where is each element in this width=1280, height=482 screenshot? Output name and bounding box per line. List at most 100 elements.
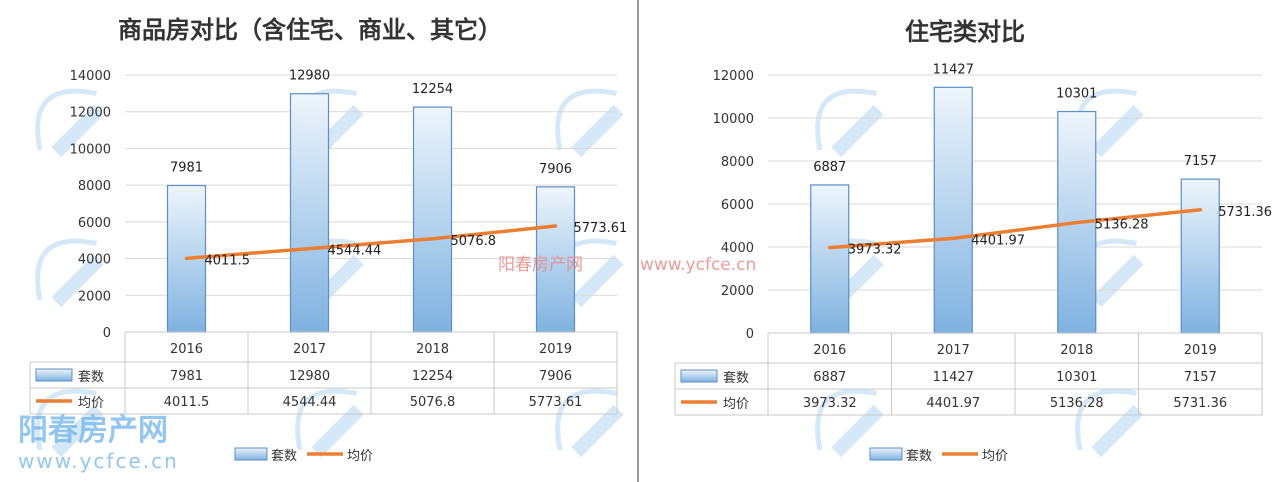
watermark-tile-icon	[35, 88, 104, 158]
watermark-roof-icon	[555, 88, 618, 151]
line-data-label: 4401.97	[971, 233, 1025, 248]
line-data-label: 5773.61	[574, 221, 628, 236]
bar-data-label: 12254	[412, 82, 453, 97]
watermark-bar-icon	[51, 104, 104, 158]
bar-data-label: 7981	[170, 160, 203, 175]
table-row-header-count: 套数	[78, 369, 104, 385]
legend: 套数 均价	[234, 447, 373, 464]
watermark-bar-icon	[51, 254, 104, 308]
bar	[412, 106, 453, 333]
watermark-roof-icon	[35, 88, 98, 151]
y-tick-label: 2000	[721, 284, 754, 299]
line-data-label: 5731.36	[1218, 205, 1272, 220]
y-tick-label: 14000	[70, 69, 111, 84]
table-legend-bar-icon	[35, 368, 73, 382]
watermark-bar-icon	[831, 104, 884, 158]
bar	[289, 93, 330, 333]
table-cell-count: 7157	[1184, 370, 1217, 385]
table-cell-price: 4544.44	[283, 395, 337, 410]
x-category-label: 2018	[416, 342, 449, 357]
x-category-label: 2017	[293, 342, 326, 357]
table-legend-bar-icon	[680, 369, 718, 383]
watermark-bar-icon	[571, 404, 624, 458]
y-tick-label: 0	[746, 327, 754, 342]
y-tick-label: 8000	[78, 179, 111, 194]
bar-data-label: 10301	[1056, 87, 1097, 102]
bar	[535, 186, 576, 333]
y-tick-label: 10000	[70, 142, 111, 157]
watermark-roof-icon	[815, 88, 878, 151]
line-data-label: 4544.44	[328, 244, 382, 259]
watermark-logo-url: www.ycfce.cn	[18, 449, 179, 473]
table-cell-count: 12254	[412, 369, 453, 384]
watermark-roof-icon	[1075, 388, 1138, 451]
watermark-tile-icon	[555, 388, 624, 458]
x-category-label: 2019	[539, 342, 572, 357]
watermark-bar-icon	[51, 404, 104, 458]
price-line	[828, 208, 1202, 250]
watermark-red-brand: 阳春房产网	[498, 255, 583, 275]
x-category-label: 2016	[170, 342, 203, 357]
watermark-bar-icon	[571, 254, 624, 308]
table-cell-price: 4401.97	[926, 396, 980, 411]
bar-data-label: 12980	[289, 69, 330, 84]
legend-label-price: 均价	[982, 449, 1008, 464]
bar-data-label: 6887	[813, 160, 846, 175]
watermark-tile-icon	[35, 238, 104, 308]
x-category-label: 2019	[1184, 343, 1217, 358]
table-row-header-count: 套数	[723, 370, 749, 386]
x-category-label: 2017	[937, 343, 970, 358]
table-cell-price: 3973.32	[803, 396, 857, 411]
table-cell-count: 10301	[1056, 370, 1097, 385]
watermark-bar-icon	[311, 404, 364, 458]
bar-data-label: 7157	[1184, 154, 1217, 169]
watermark-bar-icon	[571, 104, 624, 158]
price-line	[184, 224, 558, 261]
table-cell-count: 12980	[289, 369, 330, 384]
watermark-tile-icon	[555, 88, 624, 158]
table-cell-price: 5136.28	[1050, 396, 1104, 411]
table-cell-count: 6887	[813, 370, 846, 385]
table-row-header-price: 均价	[723, 397, 749, 412]
table-cell-price: 5731.36	[1173, 396, 1227, 411]
table-cell-price: 5076.8	[410, 395, 456, 410]
table-cell-count: 7981	[170, 369, 203, 384]
y-tick-label: 10000	[713, 112, 754, 127]
table-cell-count: 11427	[933, 370, 974, 385]
y-tick-label: 6000	[78, 216, 111, 231]
line-data-label: 4011.5	[205, 253, 251, 268]
chart-title: 住宅类对比	[905, 17, 1025, 46]
watermark-bar-icon	[1091, 104, 1144, 158]
bar	[933, 86, 973, 334]
watermark-roof-icon	[815, 388, 878, 451]
legend-label-count: 套数	[271, 448, 297, 464]
legend-label-price: 均价	[347, 449, 373, 464]
x-category-label: 2018	[1060, 343, 1093, 358]
x-category-label: 2016	[813, 343, 846, 358]
y-tick-label: 0	[103, 326, 111, 341]
bar-data-label: 11427	[933, 62, 974, 77]
watermark-tile-icon	[815, 388, 884, 458]
watermark-logo: 阳春房产网 www.ycfce.cn	[18, 413, 179, 473]
legend-bar-icon	[234, 447, 268, 461]
line-data-label: 5076.8	[451, 234, 497, 249]
bar-data-label: 7906	[539, 162, 572, 177]
watermark-logo-brand: 阳春房产网	[18, 413, 168, 448]
chart-commercial: 商品房对比（含住宅、商业、其它） 0 2000 4000 6000 8000 10000 12…	[29, 15, 628, 464]
table-cell-price: 4011.5	[164, 395, 210, 410]
line-data-label: 5136.28	[1095, 218, 1149, 233]
y-tick-label: 2000	[78, 289, 111, 304]
watermark-red: 阳春房产网 www.ycfce.cn	[498, 255, 756, 275]
watermark-roof-icon	[35, 238, 98, 301]
watermark-bar-icon	[831, 404, 884, 458]
watermark-bar-icon	[1091, 404, 1144, 458]
bar	[810, 184, 850, 334]
chart-residential: 住宅类对比 0 2000 4000 6000 8000 10000 12000 6887 1142…	[674, 17, 1272, 464]
y-tick-label: 12000	[70, 106, 111, 121]
y-tick-label: 12000	[713, 69, 754, 84]
legend-label-count: 套数	[906, 448, 932, 464]
table-cell-count: 7906	[539, 369, 572, 384]
chart-title: 商品房对比（含住宅、商业、其它）	[118, 15, 502, 44]
table-cell-price: 5773.61	[529, 395, 583, 410]
